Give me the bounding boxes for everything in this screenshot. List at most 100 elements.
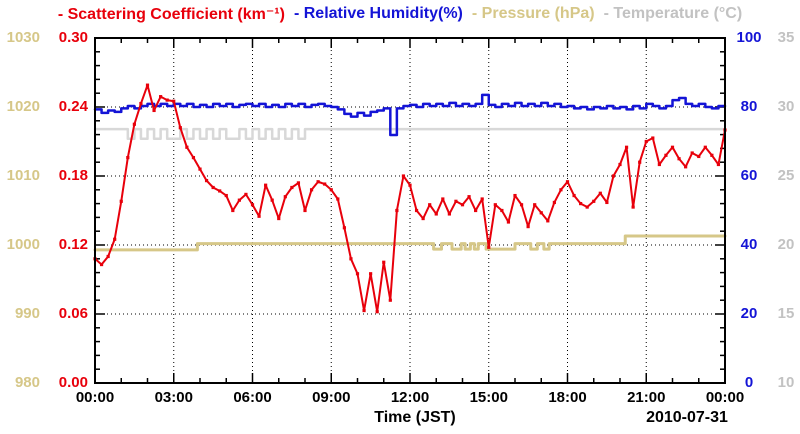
data-point-marker <box>211 185 215 190</box>
data-point-marker <box>474 208 478 213</box>
data-point-marker <box>139 101 143 106</box>
data-point-marker <box>651 136 655 140</box>
x-axis-title: Time (JST) <box>374 409 456 426</box>
pressure-tick-label: 1000 <box>6 236 40 253</box>
data-point-marker <box>513 193 517 198</box>
data-point-marker <box>467 195 471 199</box>
data-point-marker <box>388 298 392 302</box>
data-point-marker <box>638 160 642 164</box>
series-temperature <box>93 127 727 140</box>
time-tick-label: 06:00 <box>233 389 272 406</box>
data-point-marker <box>539 211 543 215</box>
data-point-marker <box>349 257 353 261</box>
pressure-tick-label: 1020 <box>6 98 40 115</box>
temperature-tick-label: 10 <box>777 374 795 391</box>
data-point-marker <box>382 260 386 264</box>
data-point-marker <box>237 198 241 202</box>
data-point-marker <box>362 308 366 313</box>
legend-pressure: - Pressure (hPa) <box>471 5 595 22</box>
temperature-tick-label: 30 <box>777 98 795 115</box>
data-point-marker <box>716 162 721 167</box>
data-point-marker <box>690 151 694 155</box>
data-point-marker <box>703 145 707 149</box>
pressure-tick-label: 1030 <box>6 29 40 46</box>
data-point-marker <box>270 198 274 202</box>
scattering-tick-label: 0.18 <box>58 167 88 184</box>
data-point-marker <box>231 208 235 213</box>
data-point-marker <box>257 214 261 218</box>
legend-scattering-coefficient: - Scattering Coefficient (km⁻¹) <box>57 6 285 23</box>
data-point-marker <box>664 153 668 157</box>
data-point-marker <box>408 183 412 187</box>
data-point-marker <box>369 272 373 276</box>
humidity-tick-label: 60 <box>740 167 758 184</box>
data-point-marker <box>487 245 491 249</box>
data-point-marker <box>290 185 294 190</box>
data-point-marker <box>414 208 419 213</box>
data-point-marker <box>106 254 110 259</box>
data-point-marker <box>454 199 458 203</box>
data-point-marker <box>657 162 661 167</box>
data-point-marker <box>355 272 360 276</box>
data-point-marker <box>99 262 104 267</box>
data-point-marker <box>218 189 222 193</box>
data-point-marker <box>178 126 182 130</box>
time-tick-label: 21:00 <box>627 389 666 406</box>
humidity-tick-label: 0 <box>744 374 754 391</box>
data-point-marker <box>329 188 333 192</box>
data-point-marker <box>309 188 314 192</box>
humidity-tick-label: 40 <box>740 236 758 253</box>
temperature-tick-label: 25 <box>777 167 795 184</box>
data-point-marker <box>441 197 445 201</box>
data-point-marker <box>677 157 681 161</box>
data-point-marker <box>401 174 406 178</box>
data-point-marker <box>191 156 196 160</box>
scattering-tick-label: 0.24 <box>58 98 88 115</box>
data-point-marker <box>395 208 399 213</box>
legend-temperature: - Temperature (°C) <box>603 5 743 22</box>
data-point-marker <box>277 216 281 221</box>
data-point-marker <box>159 95 163 99</box>
data-point-marker <box>598 191 602 195</box>
data-point-marker <box>375 310 379 314</box>
data-point-marker <box>165 98 169 102</box>
scattering-tick-label: 0.30 <box>58 29 88 46</box>
data-point-marker <box>126 156 130 160</box>
data-point-marker <box>552 200 556 205</box>
time-tick-label: 03:00 <box>154 389 193 406</box>
series-humidity <box>93 93 727 137</box>
data-point-marker <box>447 212 451 216</box>
scattering-tick-label: 0.06 <box>58 305 88 322</box>
pressure-tick-label: 1010 <box>6 167 40 184</box>
data-point-marker <box>342 226 346 230</box>
data-point-marker <box>493 203 497 207</box>
data-point-marker <box>546 219 550 223</box>
data-point-marker <box>579 202 583 206</box>
data-point-marker <box>697 154 701 159</box>
data-point-marker <box>618 162 622 167</box>
chart-legend: - Scattering Coefficient (km⁻¹) - Relati… <box>0 3 800 25</box>
series-pressure <box>93 234 727 252</box>
legend-relative-humidity: - Relative Humidity(%) <box>293 5 463 22</box>
humidity-tick-label: 20 <box>740 305 758 322</box>
data-point-marker <box>519 203 524 207</box>
data-point-marker <box>244 192 248 196</box>
data-point-marker <box>684 165 688 169</box>
data-point-marker <box>303 208 307 213</box>
data-point-marker <box>611 174 616 178</box>
data-point-marker <box>533 203 537 207</box>
time-tick-label: 12:00 <box>390 389 430 406</box>
plot-frame <box>94 37 726 384</box>
data-point-marker <box>631 205 635 209</box>
data-point-marker <box>198 167 202 171</box>
data-point-marker <box>644 139 648 144</box>
data-point-marker <box>670 145 675 149</box>
data-point-marker <box>336 197 340 201</box>
time-tick-label: 00:00 <box>75 389 115 406</box>
data-point-marker <box>113 237 117 241</box>
data-point-marker <box>500 208 504 213</box>
temperature-tick-label: 20 <box>777 236 795 253</box>
data-point-marker <box>585 205 589 209</box>
